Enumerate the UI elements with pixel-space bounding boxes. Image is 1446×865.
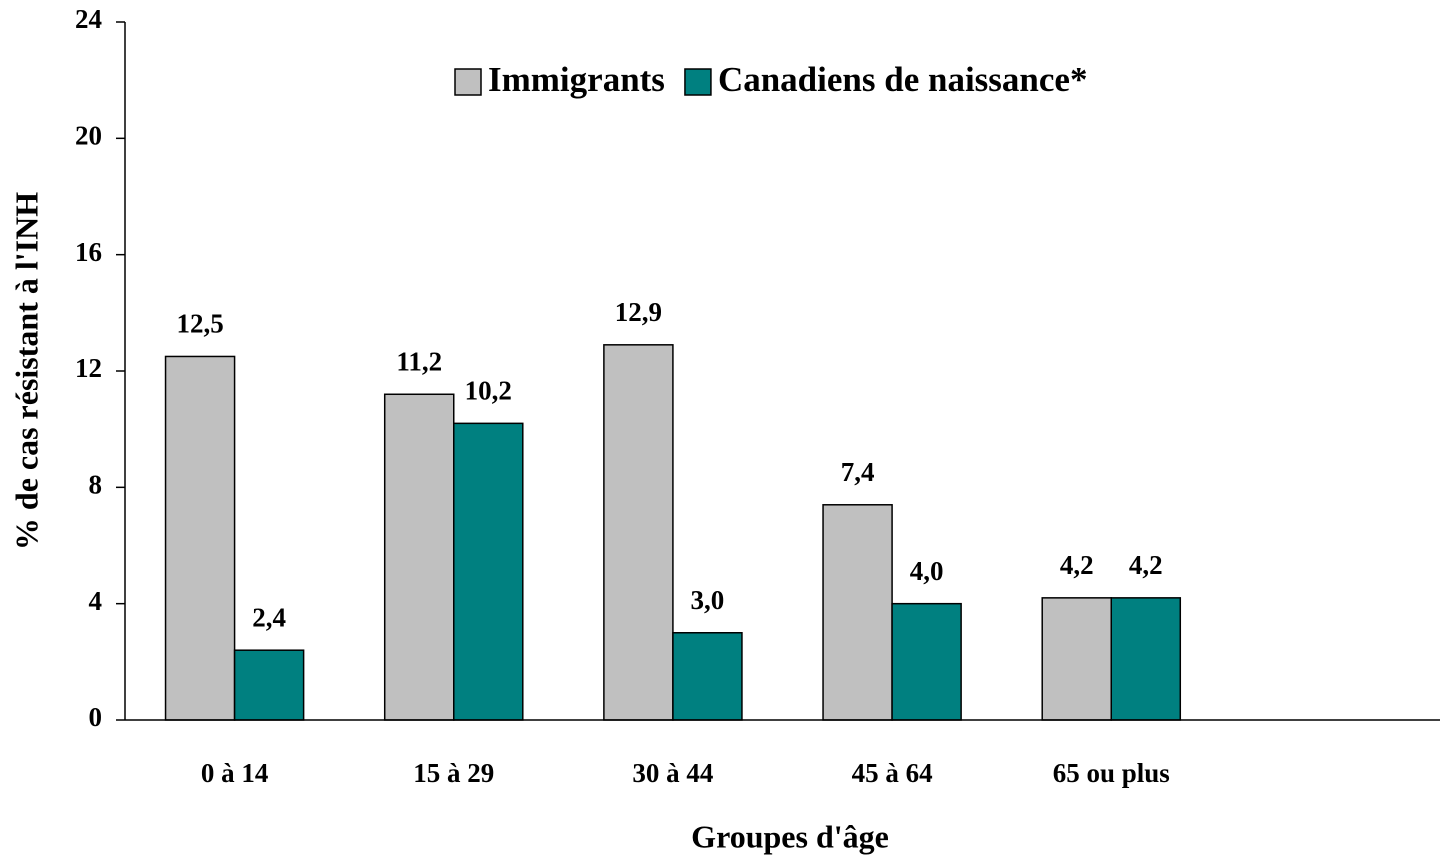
bar — [603, 344, 674, 721]
bar — [383, 393, 455, 721]
data-label: 12,5 — [176, 309, 223, 339]
data-label: 10,2 — [465, 376, 512, 406]
x-tick-label: 65 ou plus — [1053, 758, 1170, 788]
bar — [1041, 597, 1113, 721]
data-label: 12,9 — [615, 297, 662, 327]
x-tick-label: 0 à 14 — [201, 758, 269, 788]
y-tick-label: 8 — [89, 470, 103, 500]
y-tick-label: 12 — [75, 353, 102, 383]
x-tick-label: 45 à 64 — [852, 758, 933, 788]
bar — [891, 602, 962, 721]
legend-swatch — [454, 68, 482, 96]
bar — [453, 422, 524, 721]
data-label: 2,4 — [252, 602, 286, 632]
y-tick-label: 4 — [89, 586, 103, 616]
y-tick-label: 0 — [89, 702, 103, 732]
bar — [672, 632, 743, 721]
data-label: 11,2 — [396, 346, 442, 376]
data-label: 4,0 — [910, 556, 944, 586]
data-label: 4,2 — [1129, 550, 1163, 580]
legend-label: Immigrants — [488, 60, 665, 99]
y-axis-title: % de cas résistant à l'INH — [8, 192, 44, 550]
bar — [1110, 597, 1182, 721]
legend-label: Canadiens de naissance* — [718, 60, 1088, 99]
x-tick-label: 30 à 44 — [632, 758, 713, 788]
y-tick-label: 16 — [75, 237, 102, 267]
data-label: 3,0 — [691, 585, 725, 615]
x-tick-label: 15 à 29 — [413, 758, 494, 788]
y-tick-label: 20 — [75, 121, 102, 151]
bar — [233, 649, 305, 721]
data-label: 7,4 — [841, 457, 875, 487]
bar — [822, 504, 893, 721]
x-axis-title: Groupes d'âge — [691, 818, 889, 854]
legend-swatch — [684, 68, 712, 96]
bar — [164, 355, 236, 721]
data-label: 4,2 — [1060, 550, 1094, 580]
y-tick-label: 24 — [75, 4, 102, 34]
